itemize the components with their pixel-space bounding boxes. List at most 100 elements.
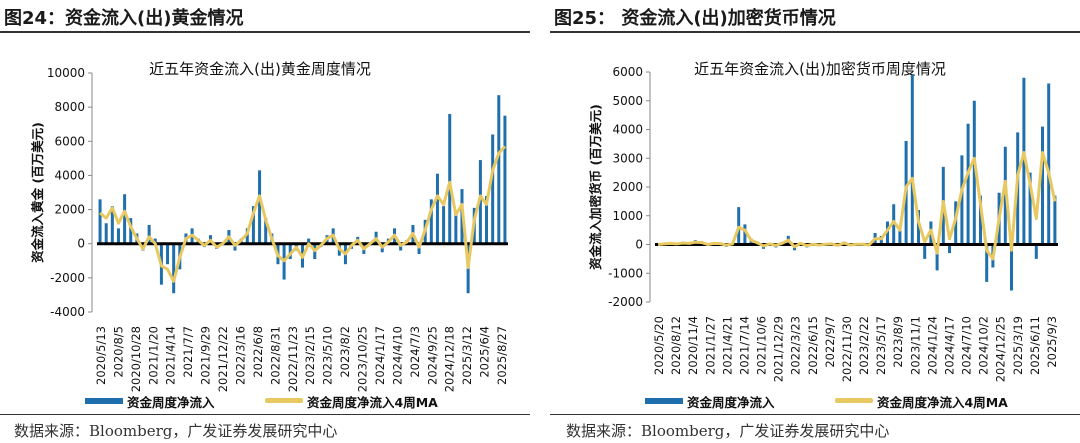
x-tick-label: 2022/3/23 — [789, 316, 803, 375]
y-tick-label: -1000 — [608, 266, 643, 280]
bar — [485, 195, 489, 244]
x-tick-label: 2021/4/21 — [720, 316, 734, 375]
y-tick-label: -2000 — [50, 271, 85, 285]
bar — [399, 243, 403, 251]
x-tick-label: 2024/12/25 — [994, 316, 1008, 382]
x-tick-label: 2022/3/16 — [233, 326, 247, 385]
x-tick-label: 2023/5/17 — [874, 316, 888, 375]
x-tick-label: 2024/7/3 — [408, 326, 422, 378]
bar — [1010, 244, 1013, 291]
bar — [935, 244, 939, 271]
x-tick-label: 2024/4/17 — [942, 316, 956, 375]
figure-title: 图25： 资金流入(出)加密货币情况 — [554, 8, 836, 29]
legend-label-ma: 资金周度净流入4周MA — [307, 395, 438, 410]
x-tick-label: 2023/2/22 — [857, 316, 871, 375]
bar — [503, 115, 507, 244]
bar — [1022, 77, 1026, 245]
y-axis-label: 资金流入黄金 (百万美元) — [30, 122, 45, 263]
x-tick-label: 2025/3/19 — [1011, 316, 1025, 375]
bar — [307, 238, 311, 244]
ma-line — [99, 145, 507, 283]
bar — [116, 228, 120, 244]
x-tick-label: 2020/8/5 — [111, 326, 125, 378]
y-tick-label: -4000 — [50, 305, 85, 319]
x-tick-label: 2021/12/29 — [772, 316, 786, 382]
bar — [98, 199, 102, 244]
bar — [743, 224, 747, 245]
legend-swatch-ma — [265, 398, 303, 403]
bar — [123, 194, 127, 244]
x-tick-label: 2022/9/7 — [823, 316, 837, 368]
bar — [448, 113, 452, 244]
bar — [129, 218, 133, 244]
bar — [454, 212, 458, 244]
x-tick-label: 2020/5/13 — [94, 326, 108, 385]
bar — [251, 206, 255, 244]
legend-swatch-ma — [835, 398, 873, 403]
x-tick-label: 2024/10/2 — [977, 316, 991, 375]
y-tick-label: 0 — [77, 237, 85, 251]
bar — [491, 134, 495, 244]
bar — [972, 100, 976, 245]
x-tick-label: 2023/11/1 — [908, 316, 922, 375]
figure-gold: 图24：资金流入(出)黄金情况 近五年资金流入(出)黄金周度情况 -4000 -20… — [0, 0, 530, 443]
legend-swatch-bar — [645, 398, 683, 404]
x-tick-label: 2021/12/22 — [216, 326, 230, 392]
y-tick-label: 3000 — [612, 151, 643, 165]
bar — [258, 170, 262, 244]
bar — [1047, 83, 1051, 245]
y-tick-label: -2000 — [608, 295, 643, 309]
x-tick-label: 2020/8/12 — [669, 316, 683, 375]
bar — [898, 227, 902, 245]
bar — [147, 224, 151, 244]
x-tick-label: 2024/4/10 — [390, 326, 404, 385]
x-tick-label: 2025/3/12 — [460, 326, 474, 385]
legend-label-ma: 资金周度净流入4周MA — [877, 395, 1008, 410]
figure-crypto: 图25： 资金流入(出)加密货币情况 近五年资金流入(出)加密货币周度情况 -20… — [550, 0, 1080, 443]
bar — [966, 123, 970, 245]
bar — [245, 228, 249, 244]
x-tick-label: 2020/10/28 — [129, 326, 143, 392]
bar — [910, 74, 914, 245]
bar — [417, 243, 421, 254]
bar — [1041, 126, 1044, 245]
bar — [892, 204, 896, 245]
bar — [435, 173, 439, 244]
bar — [948, 244, 951, 254]
x-tick-label: 2023/10/25 — [356, 326, 370, 392]
x-tick-label: 2023/8/2 — [338, 326, 352, 378]
x-tick-label: 2022/6/8 — [251, 326, 265, 378]
bar — [104, 223, 108, 244]
x-tick-label: 2021/10/6 — [755, 316, 769, 375]
x-tick-label: 2023/8/9 — [891, 316, 905, 368]
x-tick-label: 2021/7/7 — [181, 326, 195, 378]
y-tick-label: 0 — [635, 238, 643, 252]
ma-line — [657, 151, 1057, 261]
divider — [0, 414, 530, 415]
x-tick-label: 2020/11/4 — [686, 316, 700, 375]
bar — [1034, 244, 1038, 259]
source-note: 数据来源：Bloomberg，广发证券发展研究中心 — [14, 422, 338, 440]
x-tick-label: 2022/8/31 — [268, 326, 282, 385]
bar — [1028, 172, 1032, 245]
x-tick-label: 2021/9/29 — [199, 326, 213, 385]
bar — [923, 244, 927, 259]
x-tick-label: 2025/8/27 — [495, 326, 509, 385]
y-tick-label: 2000 — [54, 203, 85, 217]
x-tick-label: 2023/2/15 — [303, 326, 317, 385]
legend-label-bar: 资金周度净流入 — [127, 395, 215, 410]
x-tick-label: 2024/7/10 — [960, 316, 974, 375]
x-tick-label: 2021/7/14 — [737, 316, 751, 375]
y-tick-label: 6000 — [612, 65, 643, 79]
divider — [0, 31, 530, 33]
y-tick-label: 4000 — [54, 168, 85, 182]
x-tick-label: 2025/6/11 — [1028, 316, 1042, 375]
bar — [172, 243, 176, 294]
gold-chart: 近五年资金流入(出)黄金周度情况 -4000 -2000 0 2000 4000 6000 8… — [30, 60, 509, 410]
divider — [550, 31, 1080, 33]
y-tick-label: 10000 — [47, 66, 85, 80]
x-tick-label: 2025/6/4 — [478, 326, 492, 378]
bar — [886, 221, 889, 245]
bar — [110, 206, 114, 244]
chart-title: 近五年资金流入(出)加密货币周度情况 — [694, 60, 946, 78]
